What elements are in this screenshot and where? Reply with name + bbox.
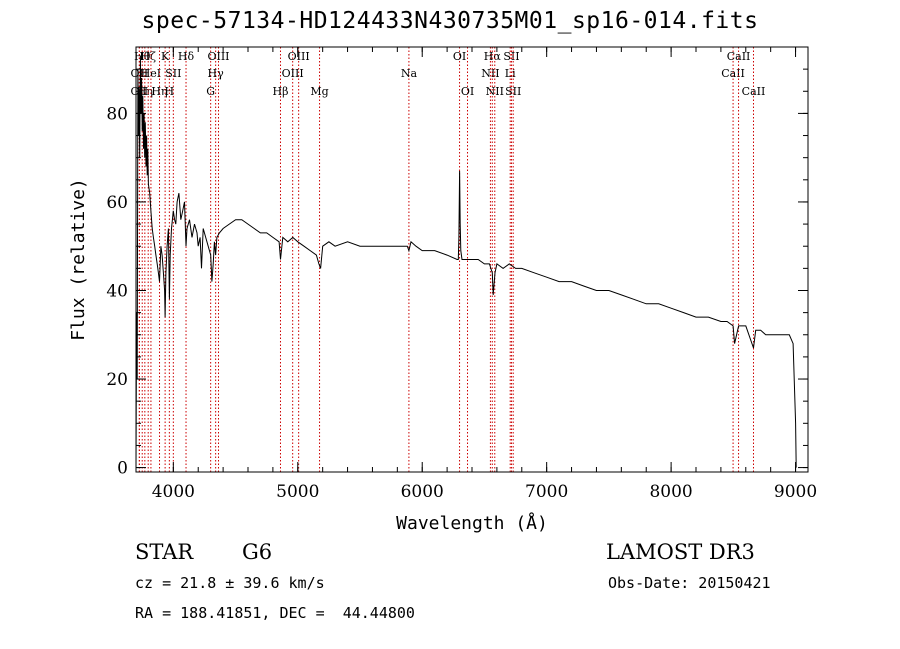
y-axis-label: Flux (relative) (68, 178, 89, 341)
survey-label: LAMOST DR3 (606, 540, 755, 564)
line-marker-label-24: Li (505, 67, 516, 80)
x-tick-label-1: 5000 (276, 482, 319, 502)
object-subclass: G6 (242, 540, 273, 564)
line-marker-label-4: Hζ (140, 50, 156, 63)
line-marker-label-12: Hγ (208, 67, 225, 80)
x-tick-label-4: 8000 (649, 482, 692, 502)
x-tick-label-3: 7000 (525, 482, 568, 502)
line-marker-label-19: OI (453, 50, 466, 63)
y-tick-label-2: 40 (106, 281, 128, 301)
line-marker-label-13: OIII (207, 50, 229, 63)
x-tick-label-0: 4000 (152, 482, 195, 502)
y-tick-label-0: 0 (117, 459, 128, 479)
line-marker-label-7: K (161, 50, 170, 63)
line-marker-label-25: SII (503, 50, 519, 63)
line-marker-label-2: Hθ (134, 50, 151, 63)
sky-coordinates: RA = 188.41851, DEC = 44.44800 (135, 604, 415, 622)
line-marker-label-27: CaII (721, 67, 745, 80)
line-marker-label-5: HeI (141, 67, 161, 80)
line-marker-label-6: Hη (151, 85, 167, 98)
line-marker-label-20: OI (461, 85, 474, 98)
line-marker-label-14: Hβ (273, 85, 289, 98)
line-marker-label-18: Na (401, 67, 418, 80)
chart-title: spec-57134-HD124433N430735M01_sp16-014.f… (141, 8, 759, 34)
line-marker-label-29: CaII (742, 85, 766, 98)
spectrum-series-line (135, 55, 797, 468)
redshift-velocity: cz = 21.8 ± 39.6 km/s (135, 574, 325, 592)
line-marker-label-16: OIII (288, 50, 310, 63)
observation-date: Obs-Date: 20150421 (608, 574, 771, 592)
line-marker-label-21: NII (481, 67, 499, 80)
line-marker-label-15: OIII (282, 67, 304, 80)
object-class: STAR (135, 540, 194, 564)
line-marker-label-8: H (165, 85, 175, 98)
y-tick-label-1: 20 (106, 370, 128, 390)
line-marker-label-10: Hδ (178, 50, 195, 63)
line-marker-label-9: SII (165, 67, 181, 80)
line-marker-label-22: Hα (484, 50, 502, 63)
y-tick-label-3: 60 (106, 193, 128, 213)
x-tick-label-5: 9000 (774, 482, 817, 502)
line-marker-label-23: NII (486, 85, 504, 98)
line-marker-label-28: CaII (727, 50, 751, 63)
y-tick-label-4: 80 (106, 104, 128, 124)
line-marker-label-26: SII (505, 85, 521, 98)
x-tick-label-2: 6000 (401, 482, 444, 502)
line-marker-label-17: Mg (310, 85, 328, 98)
line-marker-label-11: G (206, 85, 215, 98)
line-marker-label-0: OII (131, 67, 149, 80)
x-axis-label: Wavelength (Å) (396, 512, 548, 534)
